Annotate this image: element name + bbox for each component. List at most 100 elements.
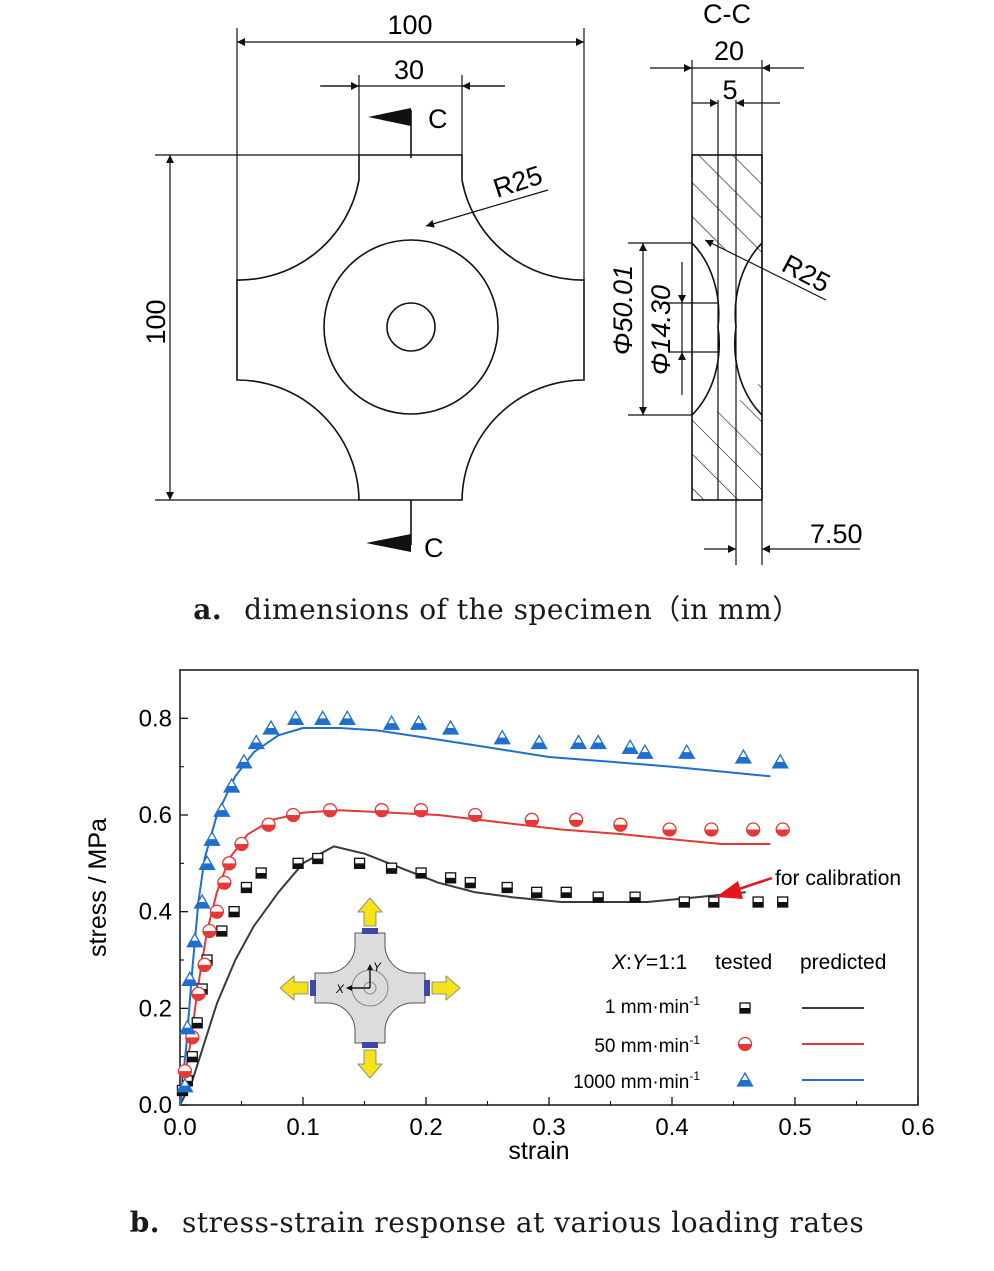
inner-circle xyxy=(386,302,436,352)
y-tick-label: 0.6 xyxy=(139,802,172,829)
tested-point-50 xyxy=(746,822,761,837)
legend-ratio: X:Y=1:1 xyxy=(611,951,687,974)
tested-point-1 xyxy=(191,1017,203,1029)
x-tick-label: 0.5 xyxy=(778,1114,811,1141)
tested-point-1 xyxy=(292,857,304,869)
inset-y-label: Y xyxy=(373,960,382,974)
y-tick-label: 0.4 xyxy=(139,899,172,926)
tested-point-50 xyxy=(191,986,206,1001)
tested-point-1 xyxy=(777,896,789,908)
tested-point-1000 xyxy=(409,714,428,730)
section-label-top: C xyxy=(428,104,448,134)
tested-point-1 xyxy=(444,872,457,884)
legend-mark-1 xyxy=(739,1002,751,1014)
caption-a-text: dimensions of the specimen（in mm） xyxy=(244,593,801,626)
tested-point-50 xyxy=(468,807,483,823)
section-arrow-bottom xyxy=(366,534,411,552)
dim-arm-label: 30 xyxy=(394,55,424,85)
x-tick-label: 0.2 xyxy=(409,1114,442,1141)
tested-point-1000 xyxy=(176,1077,194,1093)
radius-leader-section xyxy=(704,239,827,301)
x-tick-label: 0.0 xyxy=(163,1114,196,1141)
tested-point-1 xyxy=(312,852,324,865)
tested-point-1000 xyxy=(213,801,231,817)
tested-point-1 xyxy=(629,891,641,903)
chart-axes: 0.0 0.1 0.2 0.3 0.4 0.5 0.6 0.0 0.2 0.4 0.6 0.8 stra… xyxy=(84,669,935,1165)
tested-point-1000 xyxy=(235,753,253,769)
tested-point-1 xyxy=(240,881,253,894)
tested-point-50 xyxy=(261,817,276,832)
outer-circle xyxy=(323,239,499,415)
tested-point-1 xyxy=(752,896,764,908)
radius-leader-plan xyxy=(425,189,549,228)
tested-point-1 xyxy=(708,896,720,908)
tested-point-50 xyxy=(177,1064,193,1079)
legend-marks xyxy=(736,1002,754,1087)
tested-point-1000 xyxy=(178,1019,197,1035)
caption-a-letter: a. xyxy=(193,593,223,626)
annotation-text: for calibration xyxy=(775,867,901,890)
predicted-curve-50 xyxy=(179,809,771,1106)
radius-label-plan: R25 xyxy=(490,160,546,204)
tested-point-50 xyxy=(209,904,225,919)
tested-point-1 xyxy=(501,881,513,894)
tested-point-1000 xyxy=(193,893,211,909)
inset-specimen-icon: Y X xyxy=(279,897,461,1079)
tested-point-50 xyxy=(613,817,628,832)
legend-mark-50 xyxy=(737,1036,753,1052)
tested-point-1000 xyxy=(771,753,789,769)
tested-point-1000 xyxy=(382,714,401,730)
section-arrow-top xyxy=(368,108,411,126)
y-tick-label: 0.8 xyxy=(139,705,172,732)
caption-b: b. stress-strain response at various load… xyxy=(0,1206,994,1239)
stress-strain-chart: 0.0 0.1 0.2 0.3 0.4 0.5 0.6 0.0 0.2 0.4 0.6 0.8 stra… xyxy=(84,669,935,1165)
predicted-curve-1 xyxy=(179,845,746,1106)
tested-point-1000 xyxy=(530,734,548,750)
tested-point-1 xyxy=(592,891,604,903)
tested-point-50 xyxy=(413,803,429,818)
tested-point-50 xyxy=(202,923,217,939)
tested-point-1000 xyxy=(286,710,305,725)
tested-point-1000 xyxy=(223,777,241,793)
tested-point-1 xyxy=(385,862,398,874)
tested-point-50 xyxy=(322,803,338,818)
x-tick-label: 0.6 xyxy=(901,1114,934,1141)
tested-point-1000 xyxy=(441,719,460,735)
tested-point-50 xyxy=(217,875,232,890)
tested-point-50 xyxy=(524,812,539,827)
calibration-annotation: for calibration xyxy=(716,867,901,899)
dim-center-thickness-label: 5 xyxy=(722,75,737,105)
legend-col-predicted: predicted xyxy=(800,951,886,974)
tested-point-1000 xyxy=(247,734,265,750)
tested-point-1 xyxy=(560,886,572,898)
tested-point-1000 xyxy=(203,830,221,846)
caption-b-text: stress-strain response at various loadin… xyxy=(182,1206,865,1239)
tested-point-1000 xyxy=(262,719,280,735)
dim-height-label: 100 xyxy=(141,299,171,344)
y-tick-label: 0.2 xyxy=(139,995,172,1022)
section-label-bottom: C xyxy=(424,533,444,563)
tested-point-1 xyxy=(415,867,427,879)
tested-point-1000 xyxy=(186,932,204,948)
tested-point-1000 xyxy=(493,729,511,745)
legend-label-1000: 1000 mm·min-1 xyxy=(573,1069,700,1093)
legend-col-tested: tested xyxy=(715,951,772,974)
tested-point-1000 xyxy=(181,971,199,986)
chart-legend: X:Y=1:1 tested predicted 1 mm·min-1 50 m… xyxy=(573,951,886,1093)
radius-label-section: R25 xyxy=(777,249,835,299)
tested-point-1000 xyxy=(678,743,696,759)
tested-point-50 xyxy=(286,807,301,823)
tested-point-1000 xyxy=(589,734,607,750)
tested-point-50 xyxy=(775,822,790,837)
tested-point-1 xyxy=(228,906,240,918)
legend-mark-1000 xyxy=(736,1071,754,1087)
tested-point-50 xyxy=(568,812,584,827)
tested-point-1000 xyxy=(621,739,639,754)
dim-outer-dia-label: Φ50.01 xyxy=(608,265,638,355)
tested-point-1 xyxy=(464,877,476,889)
dim-thickness-label: 20 xyxy=(714,36,744,66)
dim-offset-label: 7.50 xyxy=(810,519,863,549)
tested-point-1 xyxy=(255,867,267,879)
legend-label-1: 1 mm·min-1 xyxy=(605,994,700,1018)
tested-point-50 xyxy=(374,803,389,818)
